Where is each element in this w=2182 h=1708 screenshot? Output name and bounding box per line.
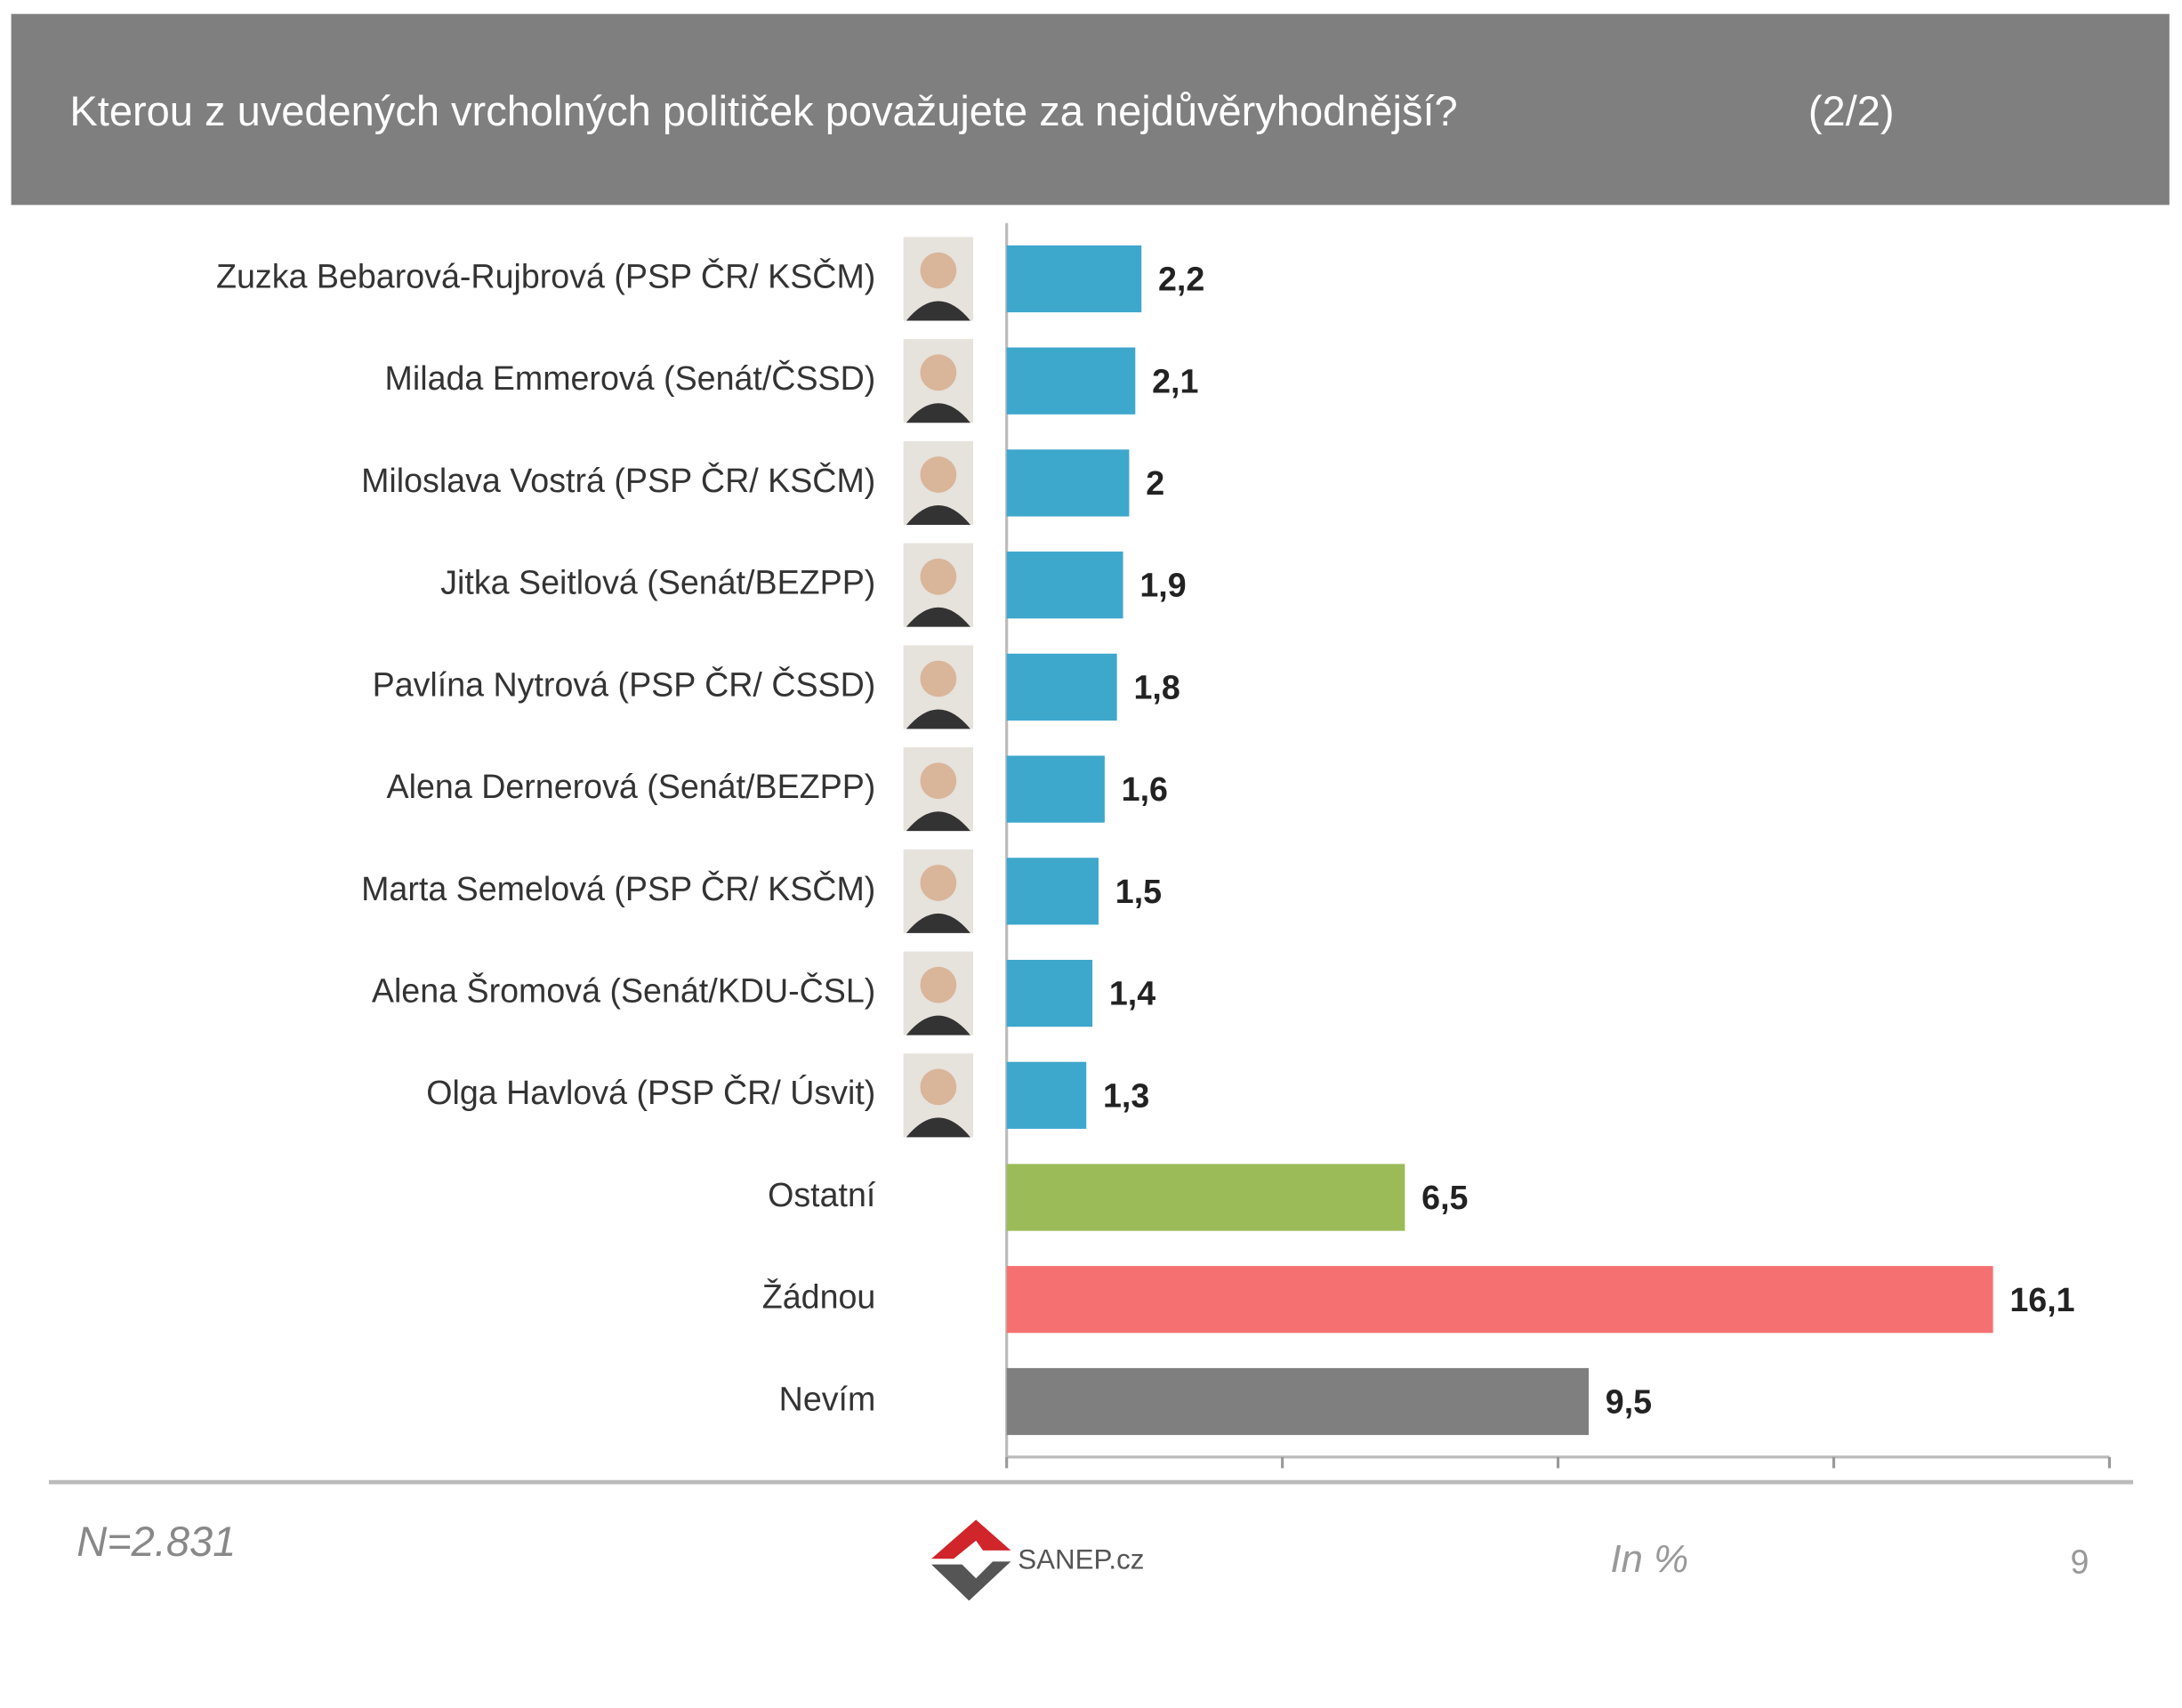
portrait-head <box>920 660 957 697</box>
bar <box>1006 1061 1087 1129</box>
category-label: Alena Dernerová (Senát/BEZPP) <box>387 768 876 805</box>
portrait-body <box>906 913 970 933</box>
page-number: 9 <box>2071 1543 2089 1581</box>
category-label: Marta Semelová (PSP ČR/ KSČM) <box>361 870 875 907</box>
bar <box>1006 245 1142 313</box>
category-label: Olga Havlová (PSP ČR/ Úsvit) <box>426 1074 875 1111</box>
portrait-body <box>906 1015 970 1035</box>
value-label: 2 <box>1146 464 1164 502</box>
bar <box>1006 1164 1405 1231</box>
portrait-head <box>920 762 957 800</box>
photos <box>903 237 974 1138</box>
value-label: 1,4 <box>1109 975 1155 1012</box>
logo <box>931 1519 1011 1601</box>
category-label: Alena Šromová (Senát/KDU-ČSL) <box>372 972 875 1010</box>
category-label: Pavlína Nytrová (PSP ČR/ ČSSD) <box>373 665 876 703</box>
portrait-body <box>906 1117 970 1138</box>
portrait-body <box>906 811 970 832</box>
value-label: 1,5 <box>1115 873 1162 910</box>
source: SANEP.cz <box>1018 1544 1144 1575</box>
bar <box>1006 755 1105 823</box>
portrait-body <box>906 505 970 525</box>
portrait-head <box>920 1068 957 1106</box>
value-label: 6,5 <box>1421 1179 1468 1216</box>
bar <box>1006 449 1130 517</box>
portrait-body <box>906 301 970 321</box>
category-label: Zuzka Bebarová-Rujbrová (PSP ČR/ KSČM) <box>216 257 875 294</box>
value-label: 1,8 <box>1133 668 1180 705</box>
portrait-head <box>920 558 957 595</box>
bar <box>1006 347 1136 415</box>
value-label: 1,9 <box>1139 567 1186 604</box>
bar <box>1006 1266 1993 1333</box>
portrait-body <box>906 403 970 423</box>
bar <box>1006 653 1117 721</box>
value-label: 2,2 <box>1158 261 1204 298</box>
value-label: 2,1 <box>1152 362 1198 399</box>
category-label: Jitka Seitlová (Senát/BEZPP) <box>440 564 875 601</box>
portrait-head <box>920 966 957 1003</box>
part-label: (2/2) <box>1808 87 1895 134</box>
sample-size: N=2.831 <box>76 1518 236 1565</box>
portrait-head <box>920 456 957 493</box>
value-label: 16,1 <box>2009 1281 2074 1318</box>
bar <box>1006 959 1093 1027</box>
category-label: Žádnou <box>762 1278 876 1316</box>
portrait-body <box>906 607 970 627</box>
bar <box>1006 552 1123 619</box>
portrait-head <box>920 354 957 391</box>
portrait-body <box>906 709 970 729</box>
category-label: Miloslava Vostrá (PSP ČR/ KSČM) <box>361 462 875 499</box>
unit-note: In % <box>1610 1537 1688 1581</box>
category-label: Ostatní <box>768 1176 876 1213</box>
value-label: 9,5 <box>1606 1383 1652 1421</box>
bar <box>1006 1367 1589 1436</box>
portrait-head <box>920 865 957 901</box>
value-label: 1,6 <box>1122 770 1168 808</box>
portrait-head <box>920 252 957 289</box>
chart-title: Kterou z uvedených vrcholných političek … <box>69 87 1457 134</box>
category-label: Nevím <box>779 1380 876 1417</box>
value-label: 1,3 <box>1103 1076 1149 1114</box>
category-label: Milada Emmerová (Senát/ČSSD) <box>385 359 876 397</box>
bar <box>1006 858 1099 925</box>
header-bar <box>11 13 2170 205</box>
